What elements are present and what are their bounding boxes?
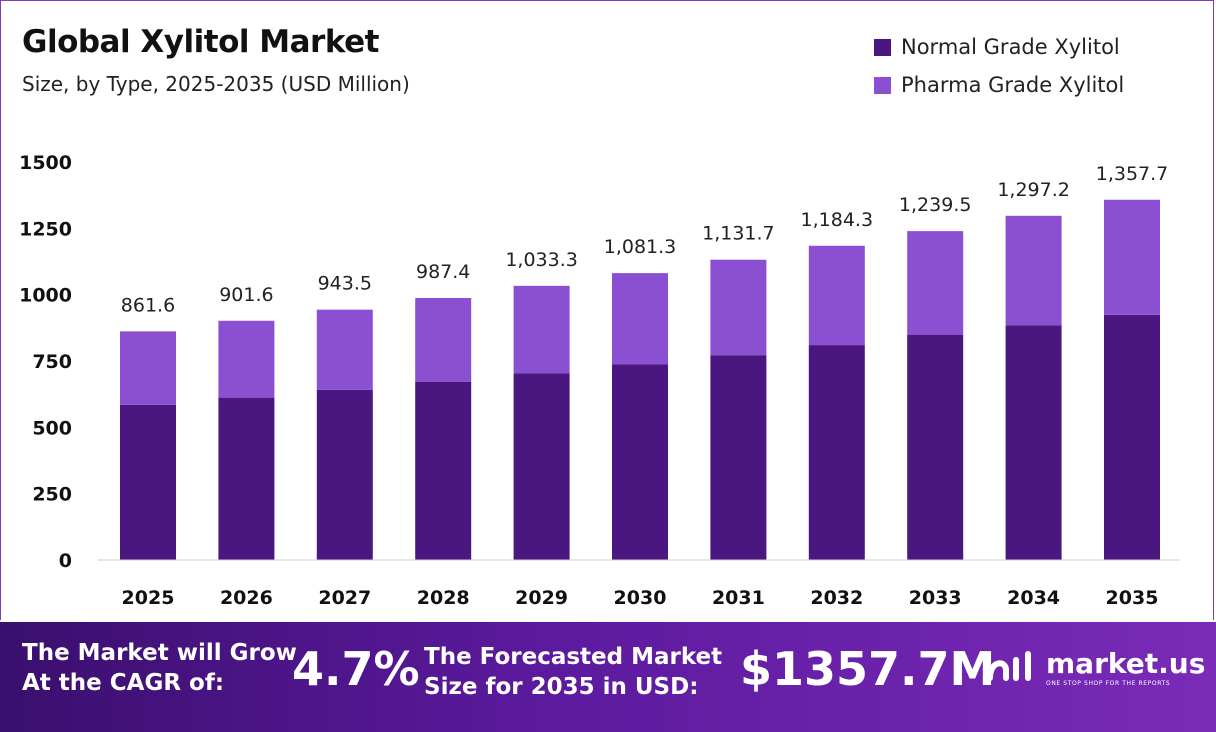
chart-frame: [0, 0, 1214, 620]
bar-normal-grade: [415, 381, 472, 560]
legend-item-normal-grade: Normal Grade Xylitol: [874, 28, 1124, 66]
y-tick-label: 750: [32, 351, 72, 373]
y-tick-label: 250: [32, 484, 72, 506]
bar-normal-grade: [907, 334, 964, 560]
x-tick-label: 2034: [1007, 587, 1060, 609]
bar-pharma-grade: [710, 259, 767, 356]
x-axis: 2025 2026 2027 2028 2029 2030 2031 2032 2033 2034…: [122, 587, 1159, 609]
bar-normal-grade: [218, 397, 275, 560]
x-tick-label: 2025: [122, 587, 175, 609]
bar-normal-grade: [316, 389, 373, 560]
y-tick-label: 1500: [19, 152, 72, 174]
bar-pharma-grade: [1104, 199, 1160, 315]
y-tick-label: 1250: [19, 218, 72, 240]
bar-pharma-grade: [218, 320, 275, 398]
bars: [120, 199, 1160, 560]
legend-swatch-normal-grade: [874, 38, 891, 56]
bar-pharma-grade: [612, 273, 668, 365]
legend-item-pharma-grade: Pharma Grade Xylitol: [874, 66, 1124, 104]
bar-normal-grade: [1104, 314, 1160, 560]
bar-pharma-grade: [1005, 215, 1062, 326]
x-tick-label: 2028: [417, 587, 470, 609]
x-tick-label: 2029: [515, 587, 568, 609]
bar-total-label: 987.4: [416, 261, 470, 283]
total-labels: 861.6 901.6 943.5 987.4 1,033.3 1,081.3 1,131.…: [121, 163, 1168, 317]
cagr-value: 4.7%: [292, 642, 420, 696]
x-tick-label: 2030: [614, 587, 667, 609]
bar-normal-grade: [612, 364, 668, 560]
bar-pharma-grade: [513, 285, 570, 374]
bar-total-label: 861.6: [121, 294, 175, 316]
market-us-logo: market.us ONE STOP SHOP FOR THE REPORTS: [984, 648, 1205, 688]
y-tick-label: 1000: [19, 285, 72, 307]
bar-pharma-grade: [120, 331, 176, 405]
legend-swatch-pharma-grade: [874, 76, 891, 94]
bar-normal-grade: [120, 404, 176, 560]
bar-total-label: 1,239.5: [899, 194, 972, 216]
bar-normal-grade: [1005, 325, 1062, 560]
legend-label-normal-grade: Normal Grade Xylitol: [901, 35, 1120, 59]
bar-pharma-grade: [316, 309, 373, 390]
x-tick-label: 2026: [220, 587, 273, 609]
bar-total-label: 1,297.2: [997, 179, 1070, 201]
bar-normal-grade: [710, 355, 767, 560]
chart-subtitle: Size, by Type, 2025-2035 (USD Million): [22, 72, 410, 96]
y-tick-label: 500: [32, 417, 72, 439]
bar-total-label: 943.5: [318, 273, 372, 295]
legend: Normal Grade Xylitol Pharma Grade Xylito…: [874, 28, 1124, 104]
market-us-logo-icon: [987, 651, 1031, 681]
y-axis: 0 250 500 750 1000 1250 1500: [19, 152, 72, 572]
summary-banner: The Market will Grow At the CAGR of: 4.7…: [0, 622, 1216, 732]
x-tick-label: 2031: [712, 587, 765, 609]
bar-normal-grade: [808, 345, 865, 560]
x-tick-label: 2027: [318, 587, 371, 609]
legend-label-pharma-grade: Pharma Grade Xylitol: [901, 73, 1125, 97]
bar-total-label: 1,184.3: [801, 209, 874, 231]
x-tick-label: 2035: [1106, 587, 1159, 609]
bar-total-label: 901.6: [219, 284, 273, 306]
x-tick-label: 2032: [810, 587, 863, 609]
bar-total-label: 1,033.3: [505, 249, 578, 271]
logo-tagline: ONE STOP SHOP FOR THE REPORTS: [1046, 679, 1171, 687]
cagr-label-line1: The Market will Grow: [22, 640, 297, 666]
logo-text: market.us: [1046, 646, 1206, 680]
bar-pharma-grade: [808, 245, 865, 346]
forecast-value: $1357.7M: [740, 642, 996, 696]
forecast-label-line2: Size for 2035 in USD:: [424, 674, 699, 700]
bar-total-label: 1,081.3: [604, 236, 677, 258]
cagr-label: The Market will Grow At the CAGR of:: [22, 638, 297, 698]
bar-normal-grade: [513, 373, 570, 560]
bar-pharma-grade: [415, 298, 472, 382]
x-tick-label: 2033: [909, 587, 962, 609]
bar-pharma-grade: [907, 231, 964, 335]
chart-title: Global Xylitol Market: [22, 24, 379, 60]
cagr-label-line2: At the CAGR of:: [22, 670, 225, 696]
forecast-label: The Forecasted Market Size for 2035 in U…: [424, 642, 722, 702]
y-tick-label: 0: [59, 550, 72, 572]
bar-total-label: 1,131.7: [702, 223, 775, 245]
forecast-label-line1: The Forecasted Market: [424, 644, 723, 670]
bar-total-label: 1,357.7: [1096, 163, 1169, 185]
